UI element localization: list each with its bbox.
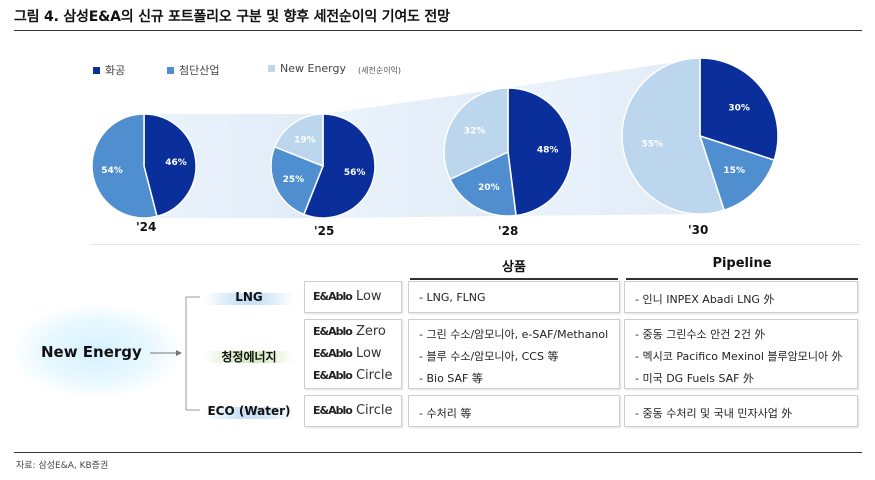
item-line: - Bio SAF 等 — [419, 372, 483, 385]
pie-charts: 46% 54% 56% 25% 19% 48% 20% 32% 30% 15% 55% — [91, 57, 779, 219]
item-line: - 그린 수소/암모니아, e-SAF/Methanol — [419, 328, 609, 341]
item-line: - LNG, FLNG — [419, 291, 486, 304]
year-label-30: '30 — [688, 223, 709, 237]
pie-slice-new-energy — [273, 113, 324, 168]
product-logo: E&Ablo Circle — [313, 403, 393, 418]
col-header-rule — [410, 278, 618, 280]
legend-label: 첨단산업 — [179, 64, 220, 77]
category-eco-water: ECO (Water) — [204, 404, 294, 419]
product-box-lng: E&Ablo Low — [304, 281, 402, 313]
source-note: 자료: 삼성E&A, KB증권 — [16, 461, 109, 471]
category-clean-energy: 청정에너지 — [204, 348, 294, 365]
pie-data-label: 25% — [283, 175, 305, 185]
figure-title: 그림 4. 삼성E&A의 신규 포트폴리오 구분 및 향후 세전순이익 기여도 … — [14, 9, 450, 25]
pie-data-label: 20% — [478, 183, 500, 193]
product-logo: E&Ablo Zero — [313, 324, 386, 339]
product-logo: E&Ablo Low — [313, 346, 382, 361]
pipeline-line: - 미국 DG Fuels SAF 外 — [635, 372, 754, 385]
pie-data-label: 56% — [344, 168, 366, 178]
col-header-product: 상품 — [502, 260, 526, 275]
legend-item-advanced: 첨단산업 — [167, 62, 219, 78]
pie-slice-new-energy — [443, 87, 509, 181]
pie-data-label: 15% — [723, 166, 745, 176]
legend-swatch — [93, 66, 100, 74]
items-box-eco: - 수처리 等 — [408, 395, 620, 427]
item-line: - 수처리 等 — [419, 407, 472, 420]
pie-slice-chemical — [699, 57, 779, 162]
pipeline-line: - 인니 INPEX Abadi LNG 外 — [635, 293, 775, 306]
col-header-rule — [626, 278, 858, 280]
year-label-24: '24 — [136, 220, 157, 234]
section-divider — [90, 244, 860, 245]
pipeline-box-clean-energy: - 중동 그린수소 안건 2건 外 - 멕시코 Pacifico Mexinol… — [624, 319, 858, 389]
new-energy-root-label: New Energy — [41, 343, 142, 361]
product-logo: E&Ablo Low — [313, 289, 382, 304]
year-label-28: '28 — [498, 224, 519, 238]
pipeline-box-lng: - 인니 INPEX Abadi LNG 外 — [624, 281, 858, 313]
pie-slice-chemical — [302, 113, 376, 219]
category-label: LNG — [235, 290, 263, 304]
pie-slice-advanced — [91, 113, 158, 219]
unit-note: (세전순이익) — [358, 66, 402, 75]
items-box-clean-energy: - 그린 수소/암모니아, e-SAF/Methanol - 블루 수소/암모니… — [408, 319, 620, 389]
pie-slice-advanced — [270, 145, 324, 216]
pie-slice-chemical — [143, 113, 197, 218]
year-label-25: '25 — [314, 224, 335, 238]
category-label: 청정에너지 — [221, 350, 277, 364]
item-line: - 블루 수소/암모니아, CCS 等 — [419, 350, 559, 363]
legend-label: 화공 — [105, 64, 126, 77]
product-box-clean-energy: E&Ablo Zero E&Ablo Low E&Ablo Circle — [304, 319, 402, 389]
category-lng: LNG — [204, 290, 294, 305]
legend-item-chemical: 화공 — [93, 62, 125, 78]
pie-data-label: 46% — [165, 158, 187, 168]
pie-data-label: 48% — [537, 146, 559, 156]
pie-data-label: 32% — [464, 127, 486, 137]
bottom-rule — [14, 452, 862, 453]
legend-label: New Energy — [280, 62, 346, 75]
product-logo: E&Ablo Circle — [313, 368, 393, 383]
pipeline-box-eco: - 중동 수처리 및 국내 민자사업 外 — [624, 395, 858, 427]
col-header-pipeline: Pipeline — [712, 256, 772, 271]
pie-slice-chemical — [507, 87, 573, 217]
pie-data-label: 55% — [641, 140, 663, 150]
category-label: ECO (Water) — [207, 404, 291, 418]
items-box-lng: - LNG, FLNG — [408, 281, 620, 313]
pipeline-line: - 멕시코 Pacifico Mexinol 블루암모니아 外 — [635, 350, 843, 363]
pie-data-label: 19% — [294, 135, 316, 145]
legend-swatch — [268, 65, 275, 72]
legend-item-new-energy: New Energy — [268, 62, 346, 75]
legend-swatch — [167, 66, 174, 74]
pie-slice-new-energy — [621, 57, 726, 215]
pipeline-line: - 중동 그린수소 안건 2건 外 — [635, 328, 766, 341]
pie-slice-advanced — [449, 150, 517, 217]
pie-data-label: 54% — [101, 166, 123, 176]
pipeline-line: - 중동 수처리 및 국내 민자사업 外 — [635, 407, 793, 420]
title-rule — [14, 30, 862, 31]
new-energy-glow — [12, 304, 182, 398]
product-box-eco: E&Ablo Circle — [304, 395, 402, 427]
pie-data-label: 30% — [728, 104, 750, 114]
